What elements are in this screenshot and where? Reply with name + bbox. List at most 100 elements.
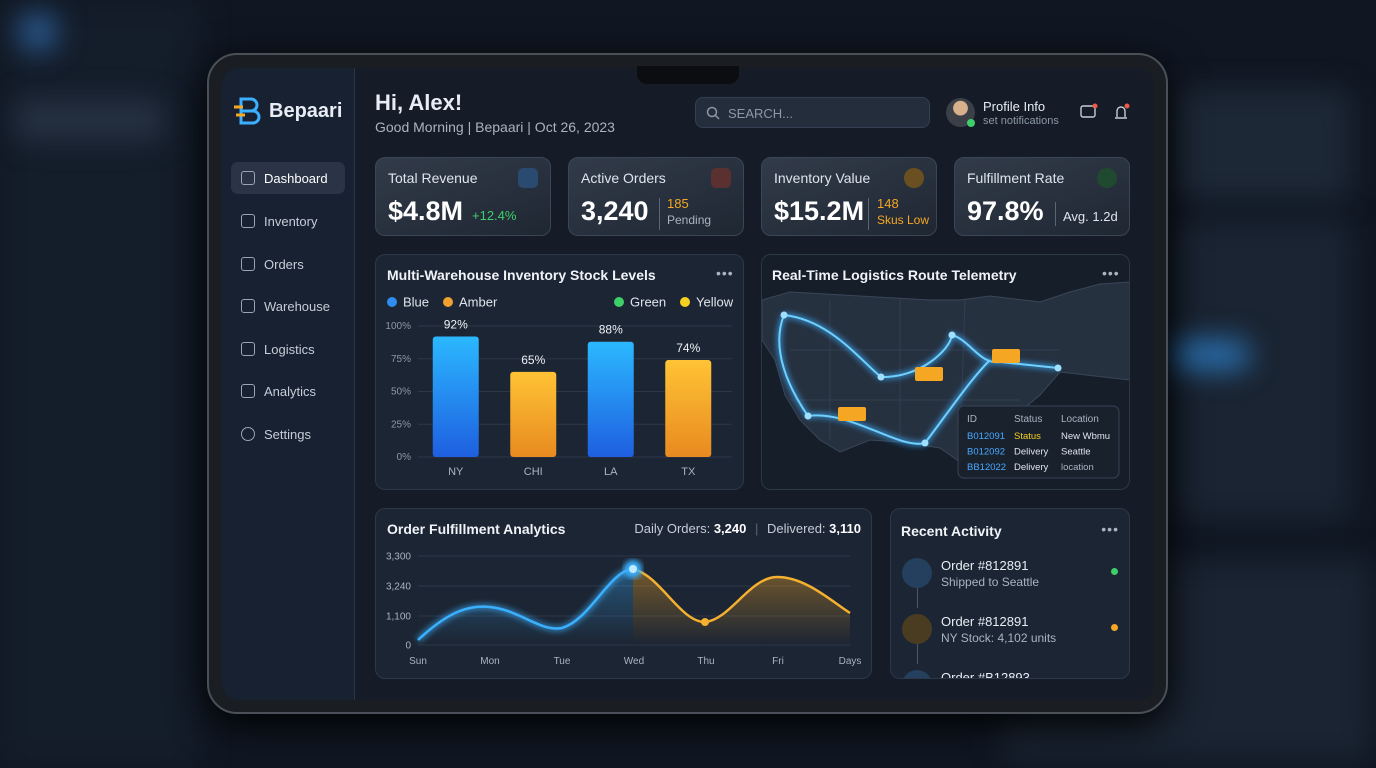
nav-label: Orders xyxy=(264,257,304,272)
panel-title: Real-Time Logistics Route Telemetry xyxy=(772,267,1017,283)
x-tick-label: Thu xyxy=(697,656,714,667)
notch xyxy=(637,66,739,84)
kpi-icon xyxy=(711,168,731,188)
nav-item[interactable]: Analytics xyxy=(231,375,345,407)
summary-value: 3,240 xyxy=(713,521,747,536)
area-fill xyxy=(418,569,633,645)
legend-label: Yellow xyxy=(696,295,734,310)
kpi-value: $15.2M xyxy=(774,196,865,226)
bg-panel xyxy=(1170,220,1350,520)
x-tick-label: LA xyxy=(604,466,618,478)
nav-label: Inventory xyxy=(264,214,318,229)
bg-glow xyxy=(1170,340,1250,370)
y-tick-label: 3,300 xyxy=(386,552,411,563)
point xyxy=(629,565,637,573)
kpi-title: Total Revenue xyxy=(388,170,478,186)
nav-item[interactable]: Warehouse xyxy=(231,290,345,322)
line-summary: Daily Orders: 3,240 | Delivered: 3,110 xyxy=(634,521,861,536)
activity-sub: NY Stock: 4,102 units xyxy=(941,631,1057,645)
kpi-card: Total Revenue $4.8M +12.4% xyxy=(375,157,551,236)
table-header: ID xyxy=(967,414,977,425)
x-tick-label: Tue xyxy=(554,656,571,667)
nav-item[interactable]: Inventory xyxy=(231,205,345,237)
activity-panel: Recent Activity ••• Order #812891 Shippe… xyxy=(890,508,1130,679)
area-fill xyxy=(633,569,850,645)
legend-swatch xyxy=(614,297,624,307)
x-tick-label: NY xyxy=(448,466,464,478)
summary-label: Daily Orders: xyxy=(634,521,711,536)
search-placeholder: SEARCH... xyxy=(728,106,794,121)
summary-value: 3,110 xyxy=(829,521,861,536)
x-tick-label: Days xyxy=(839,656,862,667)
menu-dots[interactable]: ••• xyxy=(1101,521,1119,537)
y-tick-label: 3,240 xyxy=(386,582,411,593)
nav-item[interactable]: Orders xyxy=(231,248,345,280)
nav-item[interactable]: Dashboard xyxy=(231,162,345,194)
greeting: Hi, Alex! xyxy=(375,90,463,115)
nav-item[interactable]: Settings xyxy=(231,418,345,450)
y-tick-label: 25% xyxy=(391,419,411,430)
table-cell: Status xyxy=(1014,431,1041,442)
kpi-delta: +12.4% xyxy=(472,208,517,223)
point xyxy=(701,618,709,626)
x-tick-label: TX xyxy=(681,466,696,478)
status-dot xyxy=(1111,568,1118,575)
map xyxy=(762,281,1129,479)
search-icon xyxy=(706,106,720,120)
greeting-sub: Good Morning | Bepaari | Oct 26, 2023 xyxy=(375,119,615,135)
table-cell: B012091 xyxy=(967,431,1005,442)
table-cell: New Wbmu xyxy=(1061,431,1110,442)
kpi-note: Skus Low xyxy=(877,213,930,227)
table-cell: Delivery xyxy=(1014,462,1049,473)
activity-icon xyxy=(902,670,932,678)
nav-label: Logistics xyxy=(264,342,315,357)
kpi-count: 148 xyxy=(877,196,899,211)
y-tick-label: 100% xyxy=(385,321,411,332)
kpi-card: Active Orders 3,240 185 Pending xyxy=(568,157,744,236)
y-tick-label: 75% xyxy=(391,354,411,365)
value-label: 92% xyxy=(444,317,468,331)
kpi-value: 97.8% xyxy=(967,196,1044,226)
kpi-value: 3,240 xyxy=(581,196,649,226)
table-cell: location xyxy=(1061,462,1094,473)
menu-dots[interactable]: ••• xyxy=(1102,265,1120,281)
x-tick-label: Sun xyxy=(409,656,427,667)
table-header: Location xyxy=(1061,414,1099,425)
search-box[interactable]: SEARCH... xyxy=(695,97,930,128)
bg-item xyxy=(15,100,165,140)
legend-swatch xyxy=(443,297,453,307)
bar xyxy=(510,371,557,457)
status-dot xyxy=(967,119,975,127)
legend-swatch xyxy=(387,297,397,307)
activity-sub: Shipped to Seattle xyxy=(941,575,1040,589)
nav-label: Settings xyxy=(264,427,311,442)
profile-sub: set notifications xyxy=(983,115,1059,127)
kpi-icon xyxy=(518,168,538,188)
kpi-card: Inventory Value $15.2M 148 Skus Low xyxy=(761,157,937,236)
kpi-title: Fulfillment Rate xyxy=(967,170,1065,186)
table-cell: BB12022 xyxy=(967,462,1006,473)
bar xyxy=(432,336,479,457)
kpi-note: Pending xyxy=(667,213,712,227)
activity-title: Order #812891 xyxy=(941,558,1029,573)
table-cell: B012092 xyxy=(967,447,1005,458)
y-tick-label: 0% xyxy=(397,452,412,463)
x-tick-label: Wed xyxy=(624,656,644,667)
panel-title: Recent Activity xyxy=(901,523,1002,539)
panel-title: Multi-Warehouse Inventory Stock Levels xyxy=(387,267,656,283)
profile-name: Profile Info xyxy=(983,99,1046,114)
table-cell: Seattle xyxy=(1061,447,1091,458)
activity-title: Order #B12893 xyxy=(941,670,1030,679)
menu-dots[interactable]: ••• xyxy=(716,265,734,281)
nav-item[interactable]: Logistics xyxy=(231,333,345,365)
kpi-title: Inventory Value xyxy=(774,170,871,186)
kpi-icon xyxy=(1097,168,1117,188)
nav-label: Analytics xyxy=(264,384,317,399)
kpi-title: Active Orders xyxy=(581,170,666,186)
header-icons[interactable] xyxy=(1080,103,1135,123)
legend-label: Amber xyxy=(459,295,498,310)
legend-label: Blue xyxy=(403,295,429,310)
table-header: Status xyxy=(1014,414,1042,425)
x-tick-label: Fri xyxy=(772,656,784,667)
